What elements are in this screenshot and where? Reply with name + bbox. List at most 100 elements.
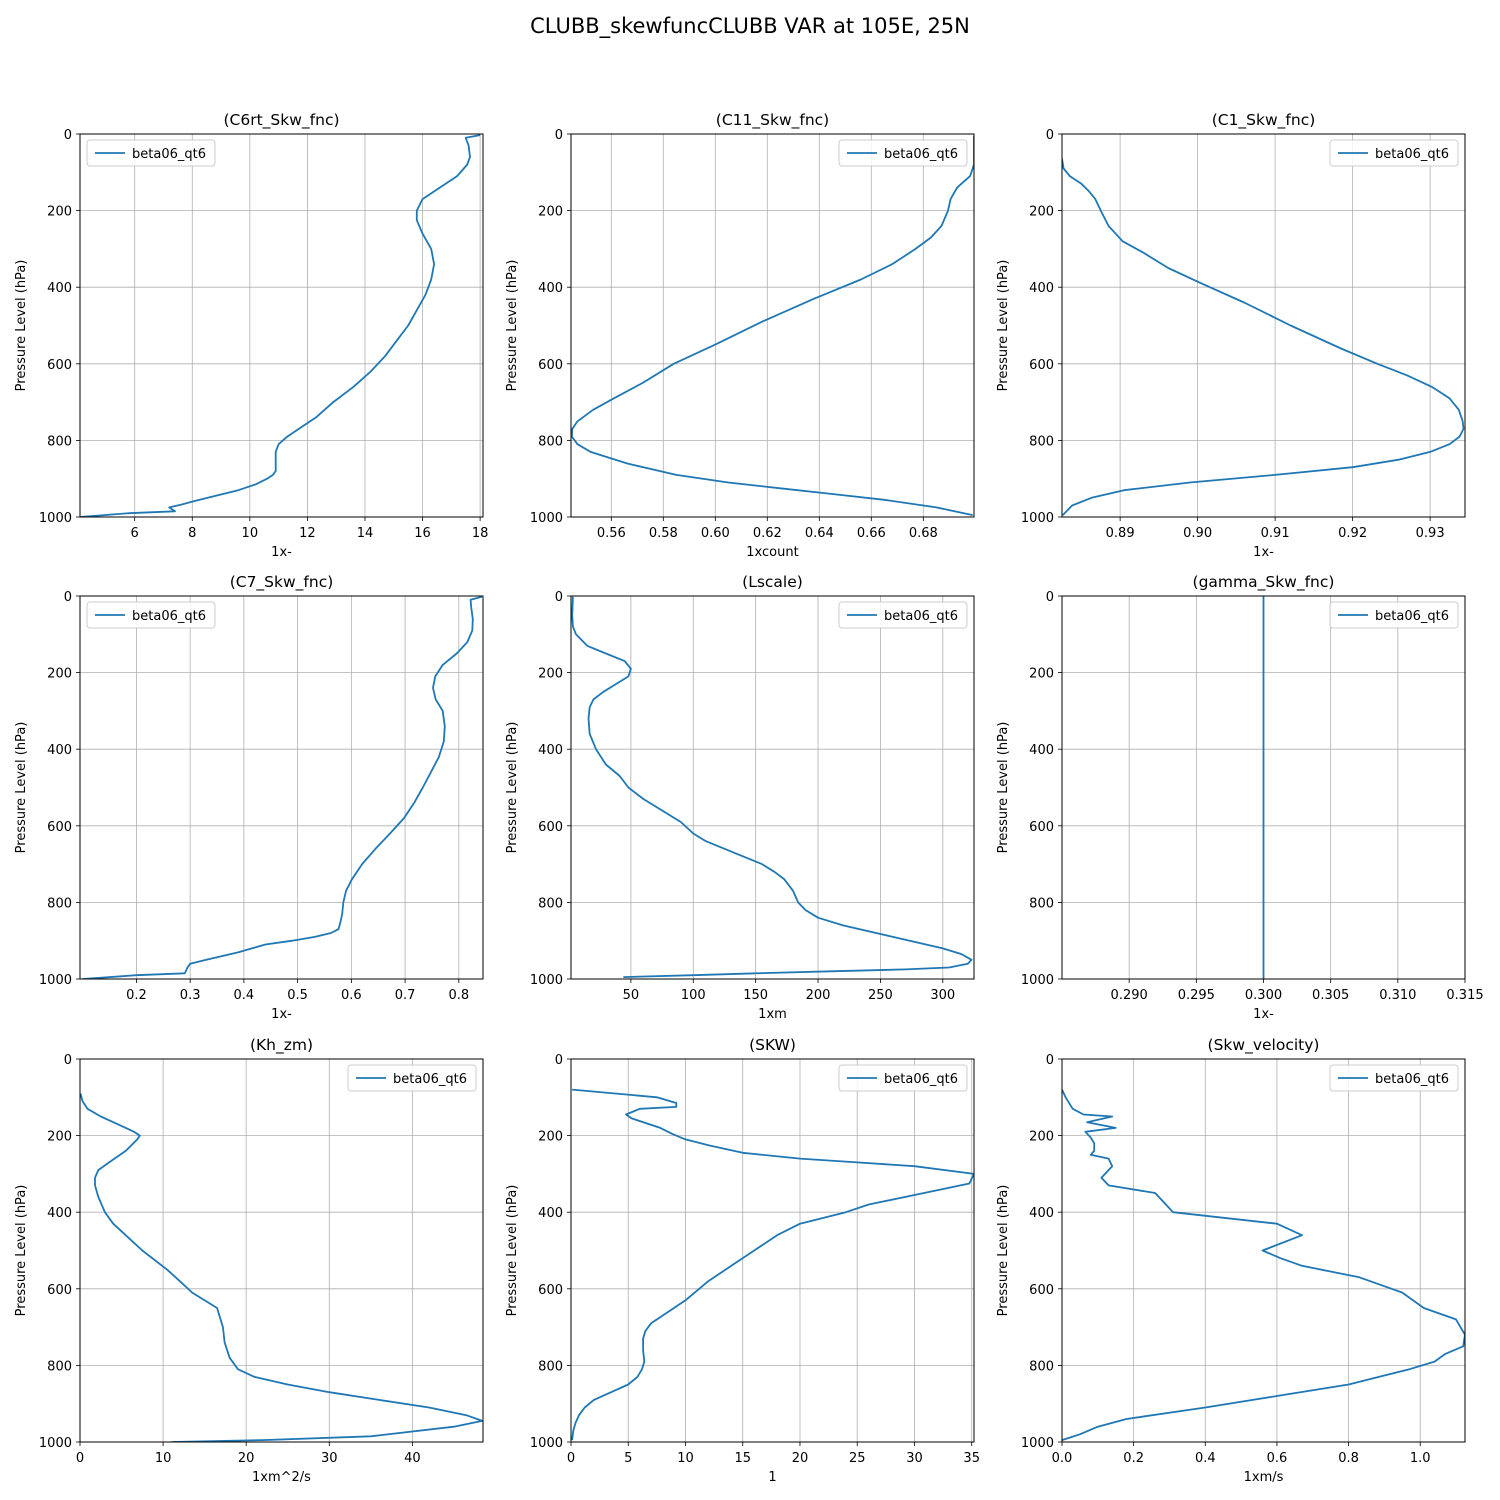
x-tick-label: 100 bbox=[681, 988, 706, 1003]
y-tick-label: 600 bbox=[1029, 1283, 1054, 1298]
chart-panel: 50 100 150 200 250 300 0 200 400 600 800 1000 (Lscal… bbox=[505, 573, 975, 1022]
x-tick-label: 40 bbox=[404, 1451, 421, 1466]
x-tick-label: 8 bbox=[188, 526, 196, 541]
axes-frame bbox=[1061, 595, 1466, 980]
chart-panel: 0 5 10 15 20 25 30 35 0 200 400 600 800 1000 (SKW) 1 Pre… bbox=[505, 1036, 980, 1485]
x-axis-label: 1x- bbox=[1253, 1007, 1274, 1022]
chart-panel: 0.89 0.90 0.91 0.92 0.93 0 200 400 600 800 1000 (C1… bbox=[996, 111, 1466, 560]
y-tick-label: 0 bbox=[555, 1053, 563, 1068]
y-tick-label: 1000 bbox=[39, 1436, 72, 1451]
legend-box bbox=[1329, 139, 1459, 167]
legend-box bbox=[86, 601, 216, 629]
legend-label: beta06_qt6 bbox=[884, 147, 958, 162]
y-tick-label: 200 bbox=[538, 205, 563, 220]
axes-frame bbox=[79, 1058, 484, 1443]
x-tick-label: 25 bbox=[849, 1451, 866, 1466]
y-tick-label: 600 bbox=[1029, 358, 1054, 373]
x-tick-label: 0.64 bbox=[805, 526, 834, 541]
x-tick-label: 0.93 bbox=[1416, 526, 1445, 541]
x-tick-label: 0.60 bbox=[701, 526, 730, 541]
series-line bbox=[571, 1088, 974, 1441]
y-tick-label: 1000 bbox=[530, 1436, 563, 1451]
x-tick-label: 0.2 bbox=[126, 988, 147, 1003]
series-line bbox=[1062, 1089, 1465, 1441]
series-line bbox=[571, 135, 974, 516]
legend-label: beta06_qt6 bbox=[1375, 609, 1449, 624]
x-tick-label: 20 bbox=[792, 1451, 809, 1466]
y-tick-label: 400 bbox=[1029, 743, 1054, 758]
chart-title: (C1_Skw_fnc) bbox=[1212, 111, 1316, 130]
legend: beta06_qt6 bbox=[347, 1064, 477, 1092]
x-axis-label: 1x- bbox=[1253, 545, 1274, 560]
x-tick-label: 0.5 bbox=[287, 988, 308, 1003]
legend-box bbox=[838, 601, 968, 629]
x-tick-label: 0.310 bbox=[1379, 988, 1416, 1003]
y-tick-label: 0 bbox=[1046, 590, 1054, 605]
y-tick-label: 1000 bbox=[39, 511, 72, 526]
y-tick-label: 1000 bbox=[530, 511, 563, 526]
y-tick-label: 0 bbox=[1046, 1053, 1054, 1068]
axes-frame bbox=[570, 595, 975, 980]
x-axis-label: 1x- bbox=[271, 1007, 292, 1022]
axes-frame bbox=[570, 133, 975, 518]
series-line bbox=[82, 596, 483, 979]
y-tick-label: 400 bbox=[1029, 281, 1054, 296]
y-tick-label: 400 bbox=[47, 1206, 72, 1221]
x-axis-label: 1xm/s bbox=[1244, 1470, 1284, 1485]
y-tick-label: 0 bbox=[555, 590, 563, 605]
legend-label: beta06_qt6 bbox=[884, 609, 958, 624]
y-axis-label: Pressure Level (hPa) bbox=[14, 1185, 29, 1317]
chart-title: (Skw_velocity) bbox=[1208, 1036, 1320, 1055]
y-tick-label: 200 bbox=[538, 1130, 563, 1145]
x-tick-label: 0 bbox=[76, 1451, 84, 1466]
x-tick-label: 1.0 bbox=[1410, 1451, 1431, 1466]
x-tick-label: 10 bbox=[242, 526, 259, 541]
y-tick-label: 1000 bbox=[1021, 1436, 1054, 1451]
y-tick-label: 1000 bbox=[39, 973, 72, 988]
chart-panel: 6 8 10 12 14 16 18 0 200 400 600 800 1000 (C6rt_Skw_f… bbox=[14, 111, 488, 560]
x-tick-label: 0.58 bbox=[649, 526, 678, 541]
x-tick-label: 0.2 bbox=[1123, 1451, 1144, 1466]
legend: beta06_qt6 bbox=[86, 139, 216, 167]
y-tick-label: 0 bbox=[1046, 128, 1054, 143]
x-tick-label: 10 bbox=[677, 1451, 694, 1466]
y-tick-label: 400 bbox=[1029, 1206, 1054, 1221]
x-tick-label: 0.7 bbox=[395, 988, 416, 1003]
figure-title: CLUBB_skewfuncCLUBB VAR at 105E, 25N bbox=[530, 14, 970, 38]
x-tick-label: 0 bbox=[567, 1451, 575, 1466]
y-tick-label: 600 bbox=[1029, 820, 1054, 835]
series-line bbox=[80, 1093, 483, 1442]
y-tick-label: 800 bbox=[47, 896, 72, 911]
x-axis-label: 1xcount bbox=[746, 545, 798, 560]
legend-label: beta06_qt6 bbox=[1375, 1072, 1449, 1087]
x-tick-label: 18 bbox=[472, 526, 489, 541]
y-tick-label: 600 bbox=[47, 358, 72, 373]
y-tick-label: 1000 bbox=[1021, 511, 1054, 526]
y-tick-label: 800 bbox=[538, 896, 563, 911]
chart-title: (Kh_zm) bbox=[250, 1036, 313, 1055]
x-tick-label: 0.68 bbox=[909, 526, 938, 541]
x-tick-label: 15 bbox=[734, 1451, 751, 1466]
x-tick-label: 0.89 bbox=[1106, 526, 1135, 541]
chart-title: (gamma_Skw_fnc) bbox=[1193, 573, 1335, 592]
chart-title: (C6rt_Skw_fnc) bbox=[223, 111, 339, 130]
axes-frame bbox=[79, 133, 484, 518]
y-axis-label: Pressure Level (hPa) bbox=[14, 722, 29, 854]
y-tick-label: 200 bbox=[538, 667, 563, 682]
x-axis-label: 1x- bbox=[271, 545, 292, 560]
legend-box bbox=[1329, 601, 1459, 629]
axes-frame bbox=[79, 595, 484, 980]
x-tick-label: 0.6 bbox=[1267, 1451, 1288, 1466]
legend: beta06_qt6 bbox=[1329, 601, 1459, 629]
y-tick-label: 800 bbox=[538, 1359, 563, 1374]
y-tick-label: 600 bbox=[47, 1283, 72, 1298]
x-tick-label: 0.8 bbox=[1338, 1451, 1359, 1466]
y-tick-label: 800 bbox=[1029, 1359, 1054, 1374]
series-line bbox=[571, 596, 973, 978]
y-tick-label: 600 bbox=[538, 820, 563, 835]
y-tick-label: 800 bbox=[47, 434, 72, 449]
y-axis-label: Pressure Level (hPa) bbox=[505, 1185, 520, 1317]
legend: beta06_qt6 bbox=[86, 601, 216, 629]
x-tick-label: 0.62 bbox=[753, 526, 782, 541]
x-tick-label: 150 bbox=[743, 988, 768, 1003]
